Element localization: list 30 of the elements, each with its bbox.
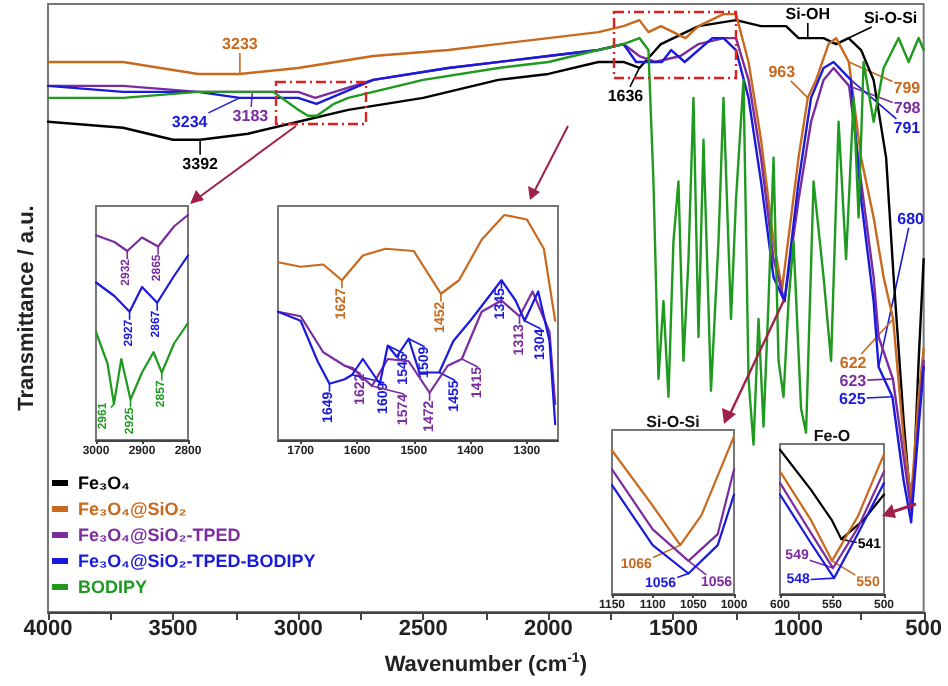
x-tick-label: 4000 — [23, 617, 73, 641]
annotation: Si-O-Si — [863, 9, 918, 28]
annotation: 799 — [893, 78, 922, 97]
x-tick-label: 2000 — [523, 617, 573, 641]
legend-label: Fe₃O₄ — [78, 473, 130, 493]
legend-label: BODIPY — [78, 577, 148, 597]
x-tick-label: 1500 — [648, 617, 698, 641]
legend-label: Fe₃O₄@SiO₂ — [78, 499, 187, 519]
chart-title: Si-O-Si — [646, 413, 700, 431]
annotation: Si-OH — [785, 5, 831, 24]
x-tick-label: 1000 — [774, 617, 824, 641]
annotation: 622 — [839, 354, 868, 373]
annotation: 798 — [893, 98, 922, 117]
x-tick-label: 3500 — [148, 617, 198, 641]
annotation: 3392 — [182, 154, 220, 173]
annotation: 3183 — [232, 106, 270, 125]
x-tick-label: 500 — [905, 617, 943, 641]
chart-title: Fe-O — [813, 427, 851, 445]
x-tick-label: 3000 — [273, 617, 323, 641]
annotation: 623 — [839, 371, 868, 390]
annotation: 625 — [839, 389, 867, 408]
legend-label: Fe₃O₄@SiO₂-TPED — [78, 525, 242, 545]
annotation: 963 — [768, 62, 797, 81]
annotation: 1636 — [607, 86, 645, 105]
legend-label: Fe₃O₄@SiO₂-TPED-BODIPY — [78, 551, 316, 571]
annotation: 3233 — [222, 34, 259, 53]
annotation: 791 — [893, 118, 922, 137]
x-tick-label: 2500 — [398, 617, 448, 641]
y-axis-title: Transmittance / a.u. — [15, 205, 39, 411]
annotation: 3234 — [171, 112, 209, 131]
